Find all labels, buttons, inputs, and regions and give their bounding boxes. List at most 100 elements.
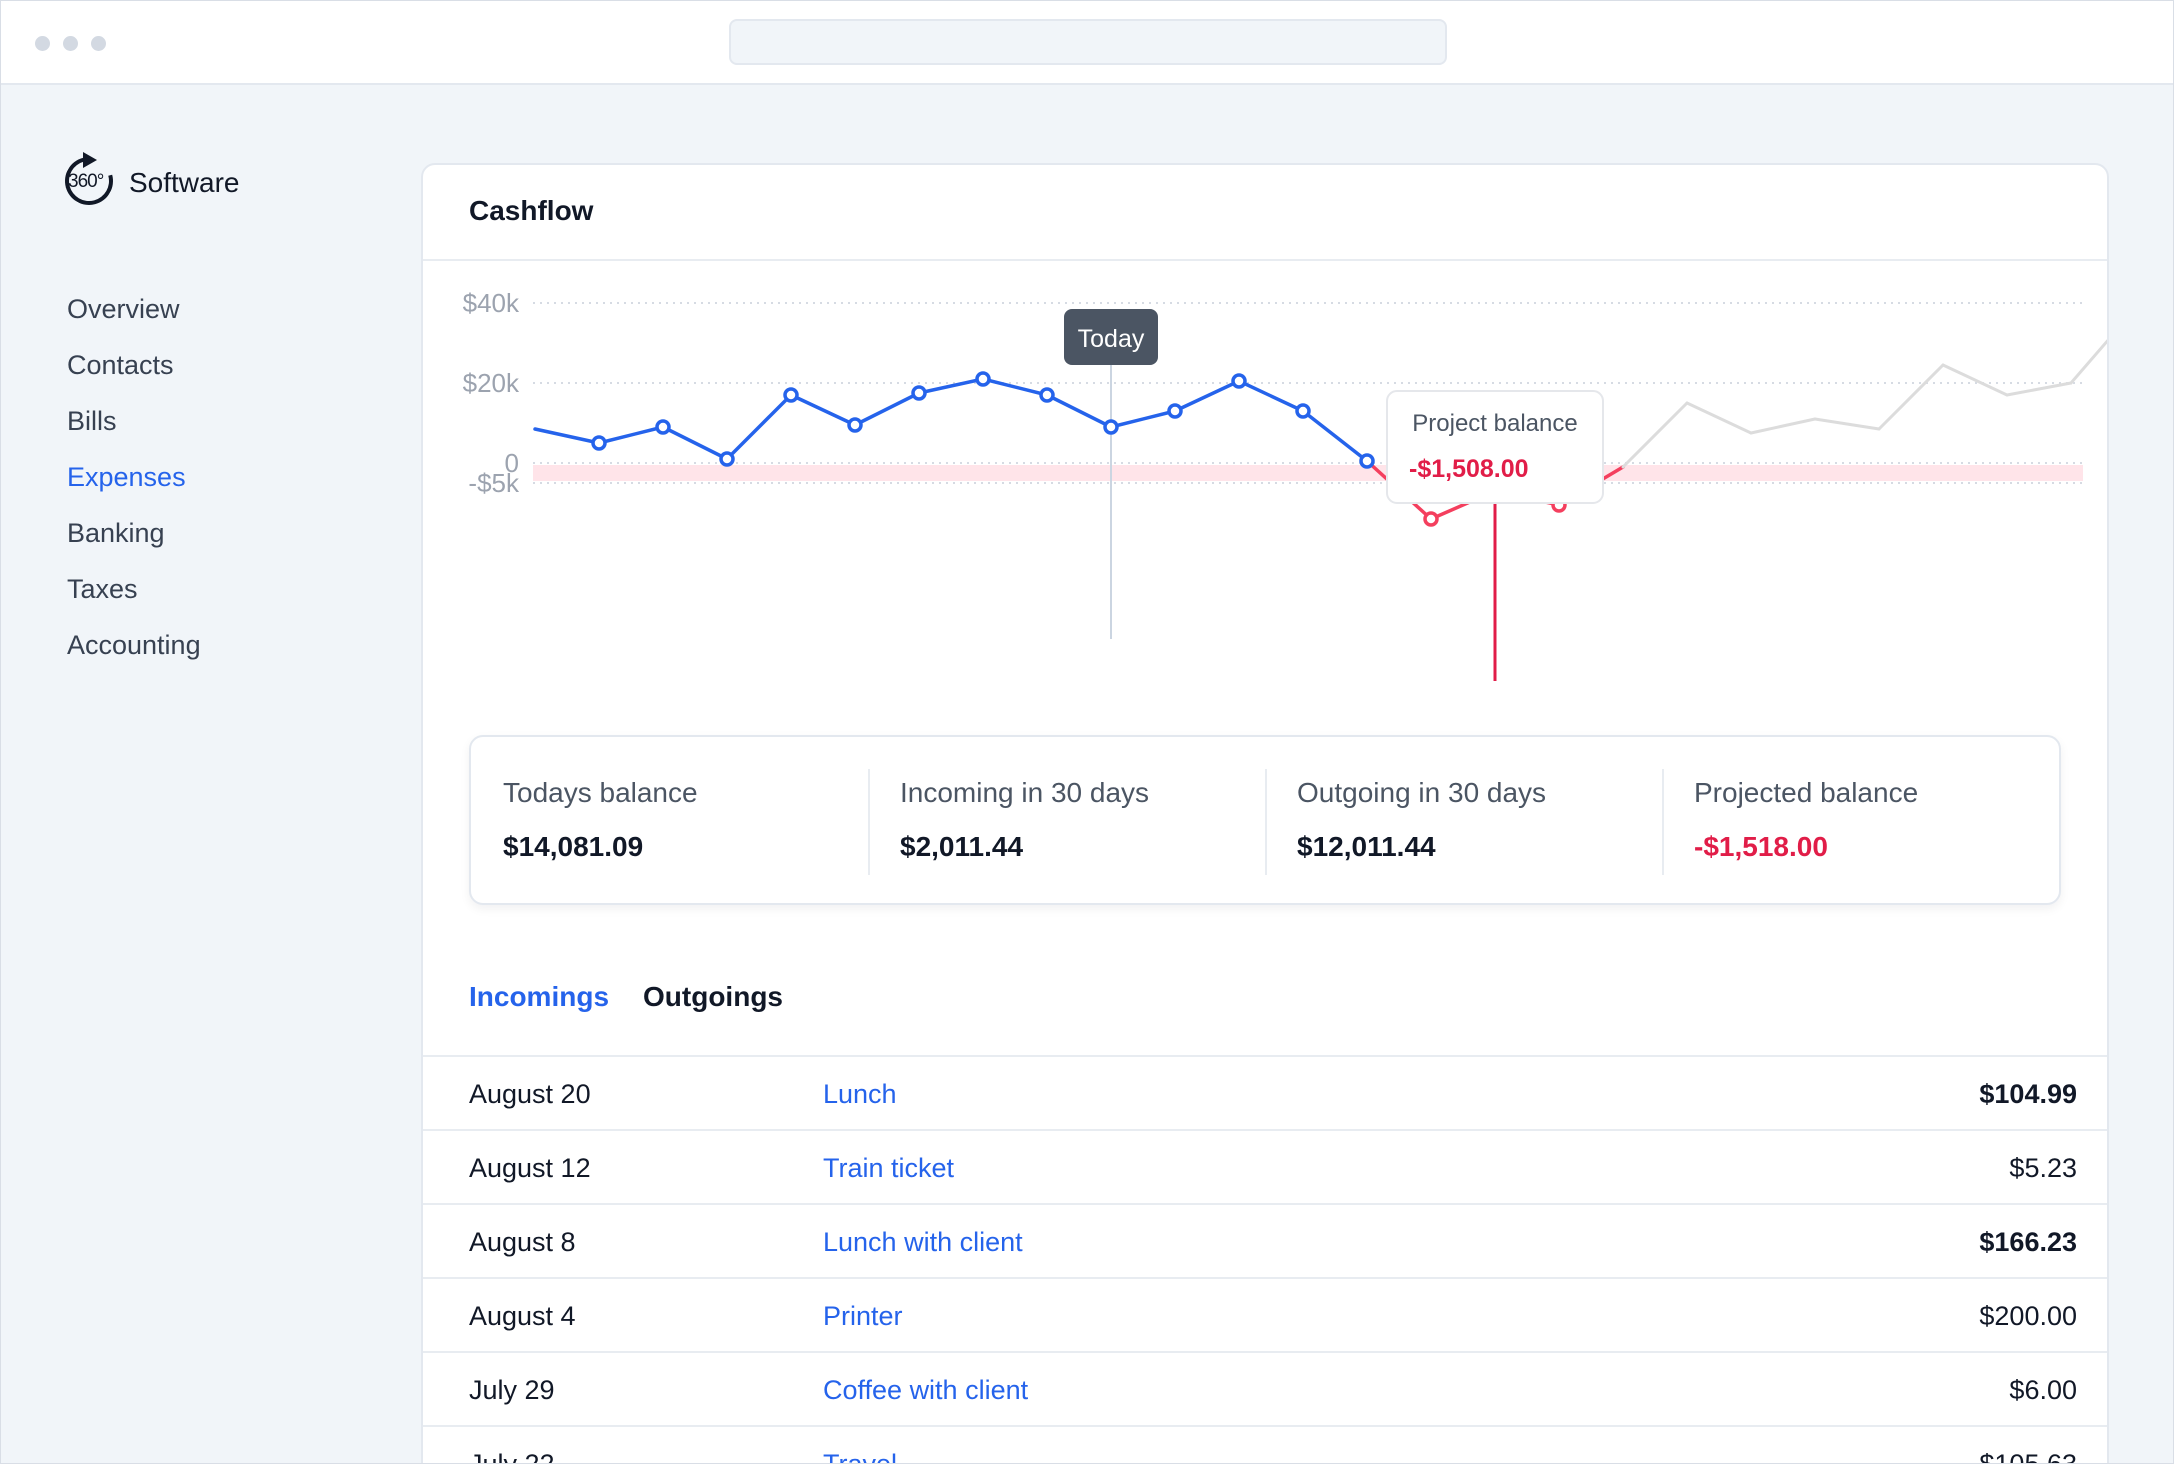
projection-line-segment	[2069, 339, 2107, 385]
y-tick-label: $20k	[463, 368, 520, 398]
window-maximize-dot[interactable]	[91, 36, 106, 51]
sidebar: 360° Software Overview Contacts Bills Ex…	[1, 83, 421, 1463]
sidebar-item-bills[interactable]: Bills	[67, 406, 117, 436]
callout-value: -$1,508.00	[1409, 455, 1529, 483]
sidebar-item-contacts[interactable]: Contacts	[67, 350, 174, 380]
address-bar[interactable]	[729, 19, 1447, 65]
table-row[interactable]: July 29 Coffee with client $6.00	[423, 1351, 2107, 1425]
data-point	[1039, 387, 1055, 403]
stat-label: Outgoing in 30 days	[1297, 777, 1547, 808]
stat-todays-balance: Todays balance $14,081.09	[471, 737, 868, 903]
stat-value: -$1,518.00	[1694, 831, 1828, 862]
history-line-segment	[725, 393, 793, 461]
data-point	[1359, 453, 1375, 469]
callout-box	[1386, 390, 1604, 504]
stats-panel: Todays balance $14,081.09 Incoming in 30…	[469, 735, 2061, 905]
row-description-link[interactable]: Lunch	[823, 1079, 897, 1109]
table-row[interactable]: August 20 Lunch $104.99	[423, 1055, 2107, 1129]
stat-projected-balance: Projected balance -$1,518.00	[1662, 737, 2059, 903]
stat-label: Projected balance	[1694, 777, 1919, 808]
history-line-segment	[853, 391, 921, 427]
projection-line-segment	[1749, 417, 1817, 435]
row-date: August 12	[469, 1153, 591, 1183]
today-badge	[1064, 309, 1158, 365]
projection-line-segment	[1685, 401, 1753, 435]
row-amount: $104.99	[1979, 1079, 2077, 1109]
card-divider	[423, 259, 2107, 261]
data-point	[1103, 419, 1119, 435]
stat-label: Todays balance	[503, 777, 698, 808]
logo-mark-text: 360°	[68, 171, 104, 192]
row-description-link[interactable]: Travel	[823, 1449, 898, 1464]
today-label: Today	[1078, 325, 1145, 353]
projection-line-segment	[1941, 363, 2009, 397]
history-line-segment	[789, 393, 857, 427]
card-title: Cashflow	[469, 195, 594, 226]
cashflow-card: Cashflow $40k $20k 0 -$5k Today Project balan…	[421, 163, 2109, 1464]
history-line-segment	[1237, 379, 1305, 413]
history-line-segment	[981, 377, 1049, 397]
window-minimize-dot[interactable]	[63, 36, 78, 51]
sidebar-item-expenses[interactable]: Expenses	[67, 462, 186, 492]
row-description-link[interactable]: Lunch with client	[823, 1227, 1023, 1257]
tab-incomings[interactable]: Incomings	[469, 981, 610, 1012]
data-point	[975, 371, 991, 387]
table-row[interactable]: August 4 Printer $200.00	[423, 1277, 2107, 1351]
sidebar-item-accounting[interactable]: Accounting	[67, 630, 201, 660]
projection-line-segment	[1621, 401, 1689, 469]
stat-value: $2,011.44	[900, 831, 1024, 862]
data-point	[1423, 511, 1439, 527]
data-point	[1167, 403, 1183, 419]
stat-incoming: Incoming in 30 days $2,011.44	[868, 737, 1265, 903]
row-amount: $166.23	[1979, 1227, 2077, 1257]
logo-360-icon: 360°	[56, 148, 122, 214]
row-date: August 4	[469, 1301, 576, 1331]
sidebar-item-banking[interactable]: Banking	[67, 518, 165, 548]
transactions-tabs: Incomings Outgoings	[469, 981, 817, 1013]
y-tick-label: 0	[505, 448, 519, 478]
history-line-segment	[597, 425, 665, 445]
y-tick-label: -$5k	[468, 468, 520, 498]
history-line-segment	[1109, 409, 1177, 429]
stat-label: Incoming in 30 days	[900, 777, 1150, 808]
row-description-link[interactable]: Printer	[823, 1301, 903, 1331]
data-point	[719, 451, 735, 467]
stat-value: $12,011.44	[1297, 831, 1436, 862]
history-line-segment	[1045, 393, 1113, 429]
history-line-segment	[1301, 409, 1369, 463]
row-description-link[interactable]: Coffee with client	[823, 1375, 1029, 1405]
data-point	[847, 417, 863, 433]
history-line-segment	[533, 427, 601, 445]
sidebar-item-overview[interactable]: Overview	[67, 294, 180, 324]
logo[interactable]: 360° Software	[56, 148, 240, 214]
logo-text: Software	[129, 167, 240, 198]
row-amount: $105.63	[1979, 1449, 2077, 1464]
sidebar-item-taxes[interactable]: Taxes	[67, 574, 138, 604]
table-row[interactable]: August 12 Train ticket $5.23	[423, 1129, 2107, 1203]
history-line-segment	[1173, 379, 1241, 413]
row-amount: $200.00	[1979, 1301, 2077, 1331]
row-date: August 8	[469, 1227, 576, 1257]
data-point	[783, 387, 799, 403]
projection-line-segment	[1877, 363, 1945, 431]
row-date: July 29	[469, 1375, 555, 1405]
history-line-segment	[917, 377, 985, 395]
row-date: July 22	[469, 1449, 555, 1464]
tab-outgoings[interactable]: Outgoings	[643, 981, 783, 1012]
data-point	[591, 435, 607, 451]
data-point	[1231, 373, 1247, 389]
sidebar-nav: Overview Contacts Bills Expenses Banking…	[67, 281, 201, 673]
row-date: August 20	[469, 1079, 591, 1109]
data-point	[655, 419, 671, 435]
window-close-dot[interactable]	[35, 36, 50, 51]
row-amount: $5.23	[2009, 1153, 2077, 1183]
history-line-segment	[661, 425, 729, 461]
table-row[interactable]: July 22 Travel $105.63	[423, 1425, 2107, 1464]
row-description-link[interactable]: Train ticket	[823, 1153, 955, 1183]
projection-line-segment	[1813, 417, 1881, 431]
data-point	[1295, 403, 1311, 419]
table-row[interactable]: August 8 Lunch with client $166.23	[423, 1203, 2107, 1277]
cashflow-chart: $40k $20k 0-$5k Today Project balance -$1,508…	[463, 288, 2107, 681]
row-amount: $6.00	[2009, 1375, 2077, 1405]
